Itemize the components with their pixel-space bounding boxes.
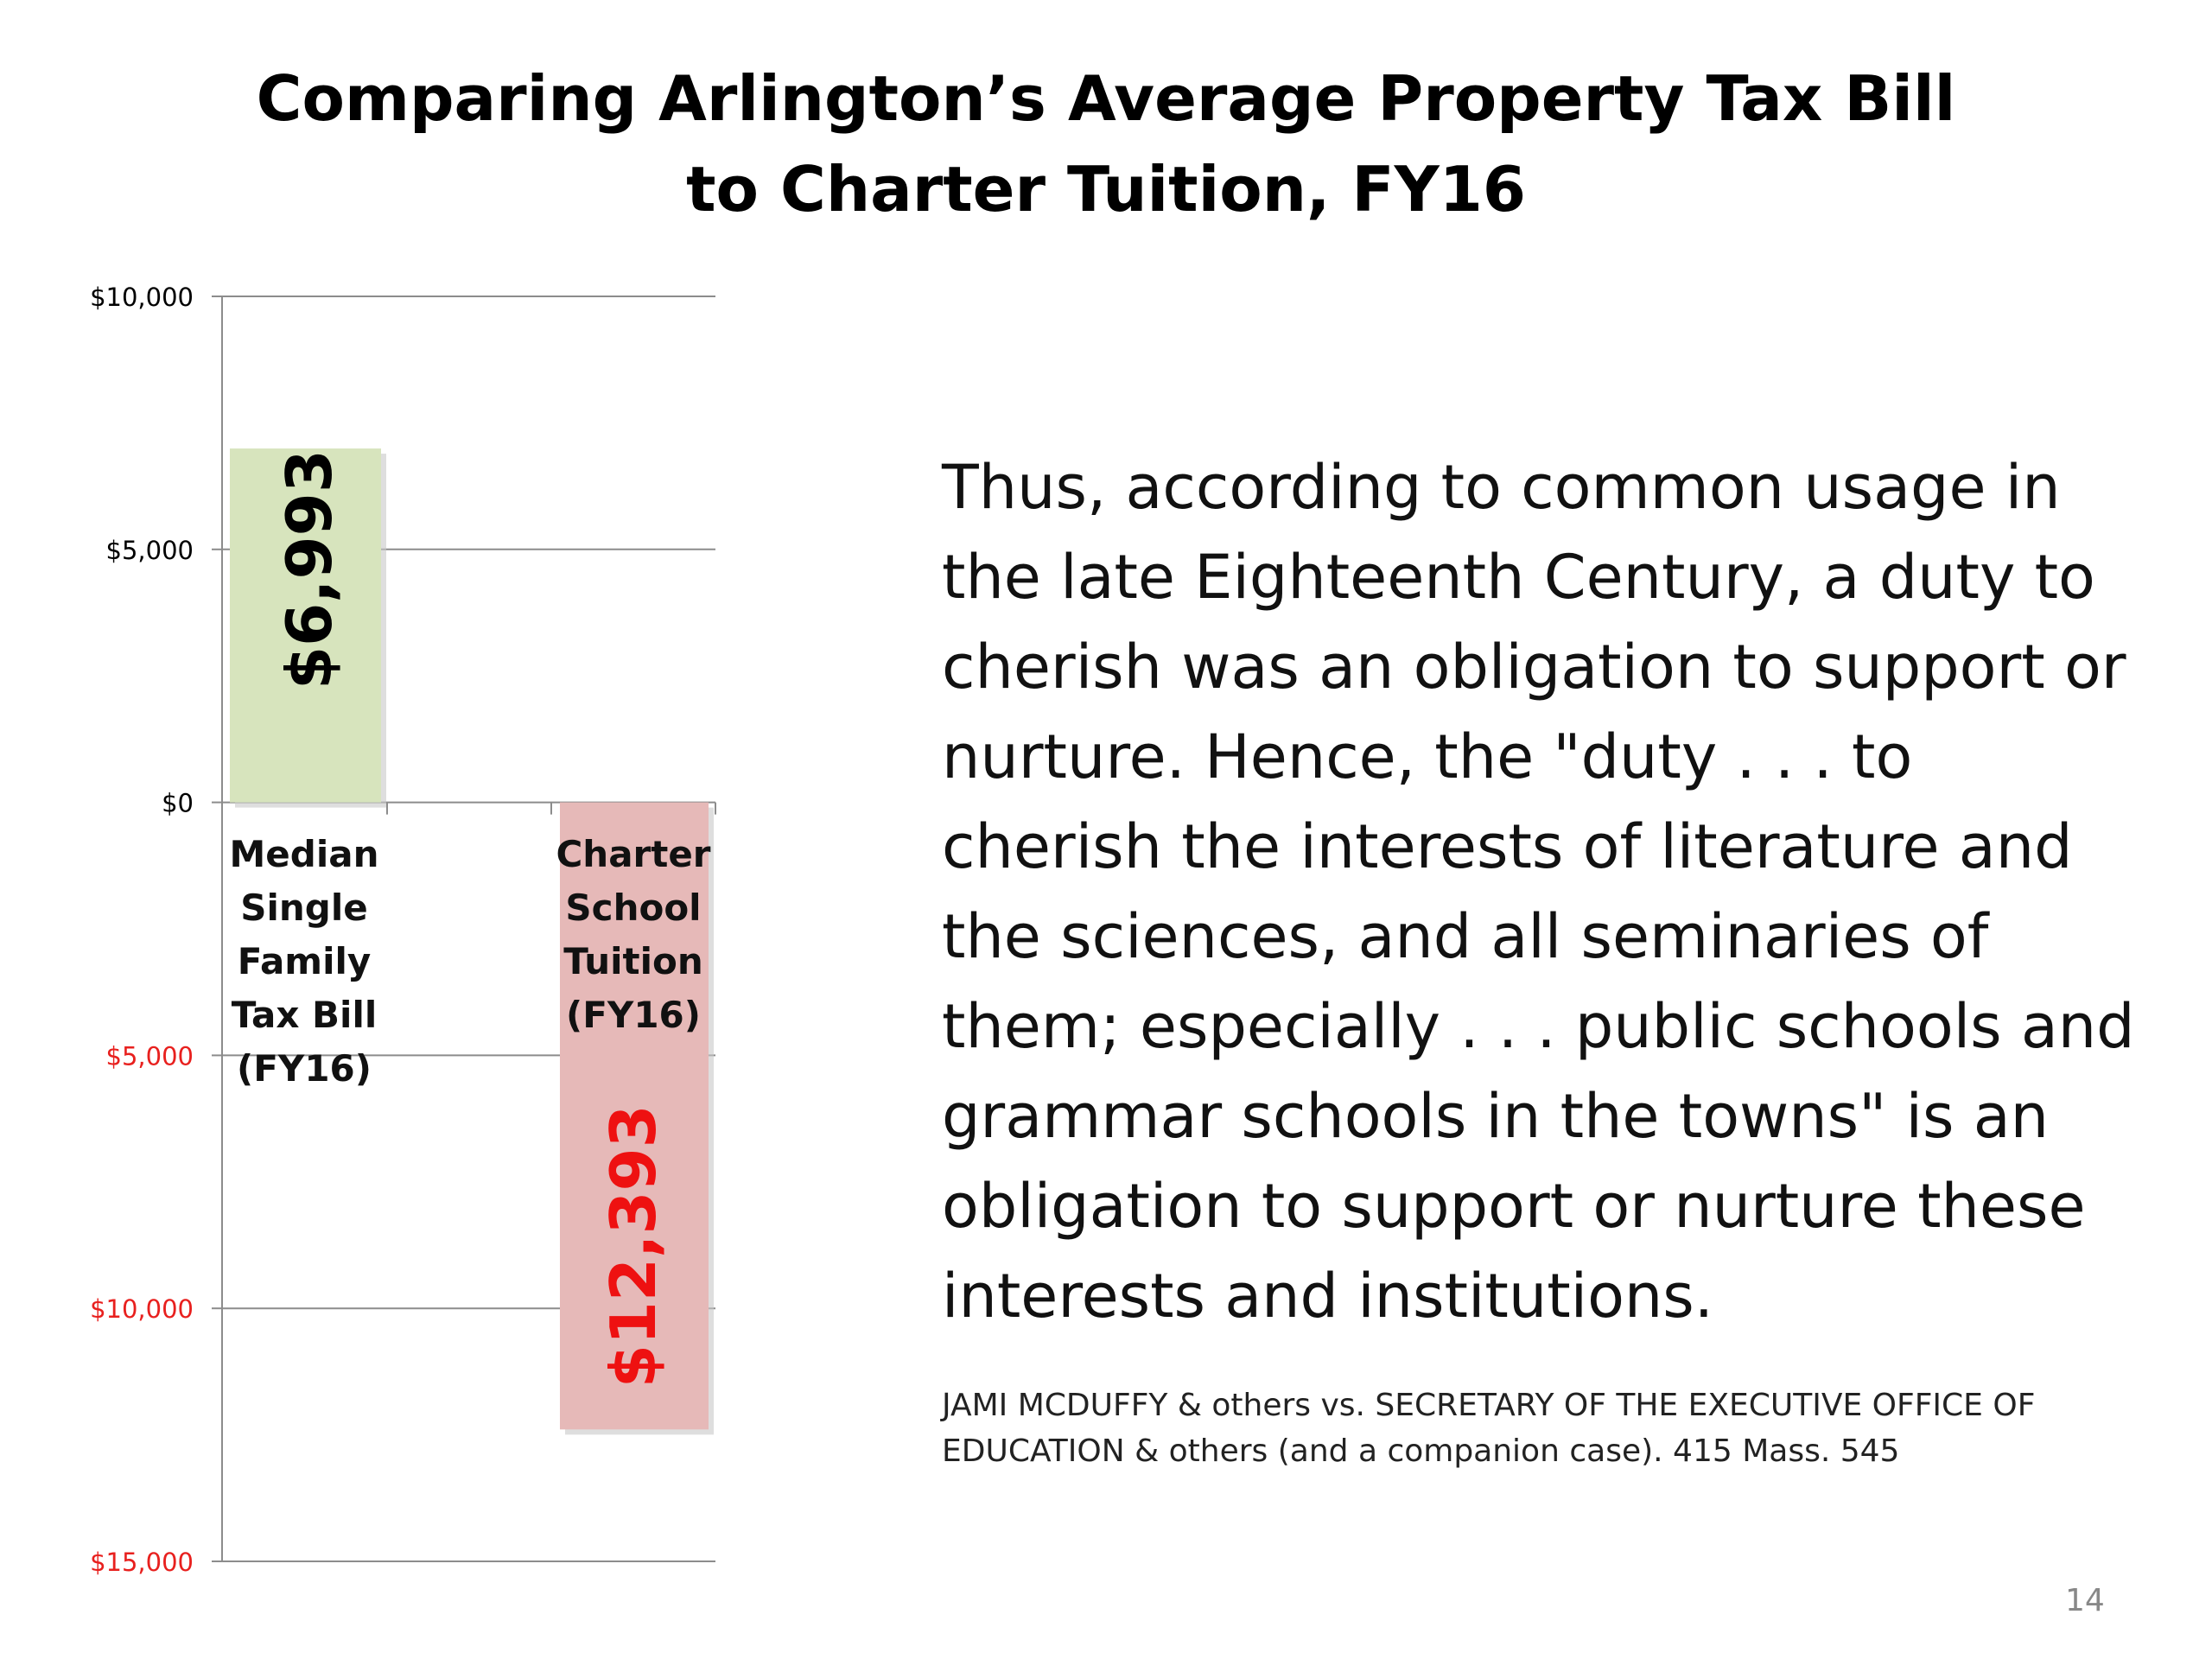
page-number: 14 (2065, 1583, 2105, 1618)
category-label: (FY16) (237, 1047, 372, 1090)
bar (560, 802, 709, 1430)
slide-title: Comparing Arlington’s Average Property T… (0, 54, 2212, 235)
title-line-2: to Charter Tuition, FY16 (686, 153, 1526, 226)
category-label: Tax Bill (232, 994, 378, 1036)
quote-text: Thus, according to common usage in the l… (942, 452, 2135, 1332)
title-line-1: Comparing Arlington’s Average Property T… (256, 62, 1956, 135)
y-tick-label: $0 (162, 789, 194, 818)
citation-text: JAMI MCDUFFY & others vs. SECRETARY OF T… (942, 1388, 2036, 1469)
category-label: Family (238, 940, 372, 982)
category-label: Charter (556, 833, 710, 875)
bar (230, 448, 381, 803)
category-label: Single (240, 887, 368, 929)
category-label: Median (230, 833, 379, 875)
y-tick-label: $10,000 (90, 1294, 194, 1324)
bar-chart: $10,000 $5,000 $0 $5,000 $10,000 $15,000 $6,99… (90, 283, 716, 1577)
category-label: Tuition (563, 940, 703, 982)
data-label: $12,393 (597, 1104, 670, 1388)
category-label: School (565, 887, 701, 929)
category-label: (FY16) (566, 994, 701, 1036)
y-tick-label: $10,000 (90, 283, 194, 312)
y-tick-label: $15,000 (90, 1548, 194, 1577)
y-tick-label: $5,000 (106, 536, 194, 565)
data-label: $6,993 (273, 449, 346, 690)
y-tick-label: $5,000 (106, 1041, 194, 1071)
